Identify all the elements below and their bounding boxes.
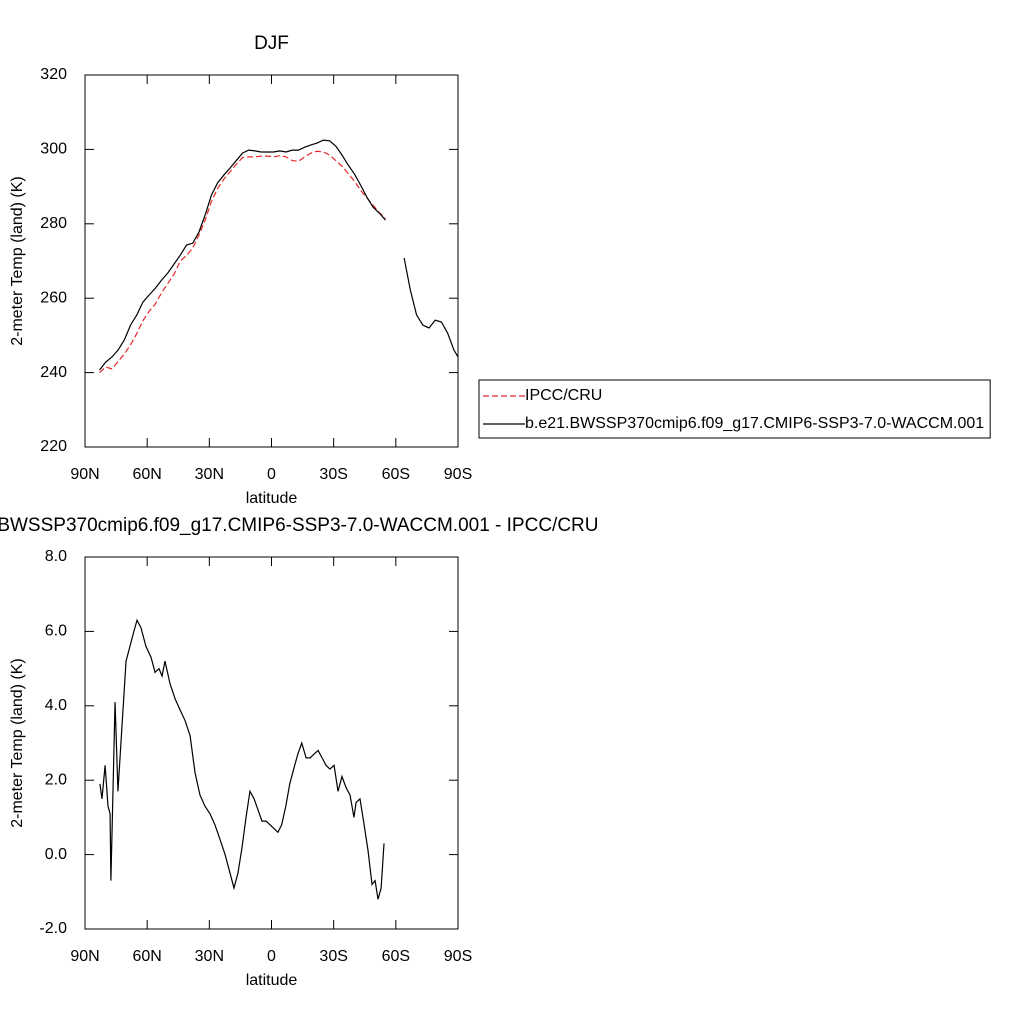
x-tick-label: 0: [267, 466, 276, 483]
y-tick-label: 4.0: [45, 697, 67, 714]
x-tick-label: 60N: [132, 466, 161, 483]
x-tick-label: 90N: [70, 948, 99, 965]
x-tick-label: 60S: [382, 948, 410, 965]
y-axis-label: 2-meter Temp (land) (K): [9, 176, 26, 346]
x-tick-label: 30N: [195, 466, 224, 483]
y-axis-label: 2-meter Temp (land) (K): [9, 658, 26, 828]
plot-frame: [84, 74, 459, 448]
x-axis-label: latitude: [246, 972, 298, 989]
x-tick-label: 60N: [132, 948, 161, 965]
y-tick-label: 280: [40, 215, 67, 232]
x-tick-label: 30S: [319, 948, 347, 965]
x-tick-label: 60S: [382, 466, 410, 483]
x-axis-label: latitude: [246, 490, 298, 507]
y-tick-label: 240: [40, 364, 67, 381]
x-tick-label: 30S: [319, 466, 347, 483]
legend-frame: [478, 379, 991, 439]
y-tick-label: -2.0: [39, 920, 67, 937]
data-line: [99, 618, 385, 900]
plot: DJF latitude 2-meter Temp (land) (K) 90N 60N…: [9, 33, 991, 507]
chart-title: DJF: [254, 33, 289, 54]
data-line: [99, 150, 386, 374]
legend-label: IPCC/CRU: [525, 387, 602, 404]
data-line: [99, 139, 386, 371]
y-tick-label: 220: [40, 438, 67, 455]
x-tick-label: 90N: [70, 466, 99, 483]
y-tick-label: 320: [40, 66, 67, 83]
legend-label: b.e21.BWSSP370cmip6.f09_g17.CMIP6-SSP3-7…: [525, 415, 984, 432]
chart-title: b.e21.BWSSP370cmip6.f09_g17.CMIP6-SSP3-7…: [0, 515, 599, 536]
data-line: [403, 257, 459, 358]
y-tick-label: 6.0: [45, 623, 67, 640]
y-tick-label: 260: [40, 289, 67, 306]
y-tick-label: 8.0: [45, 548, 67, 565]
x-tick-label: 90S: [444, 948, 472, 965]
plot: b.e21.BWSSP370cmip6.f09_g17.CMIP6-SSP3-7…: [0, 515, 599, 989]
y-tick-label: 2.0: [45, 771, 67, 788]
legend: IPCC/CRU b.e21.BWSSP370cmip6.f09_g17.CMIP…: [478, 379, 991, 439]
plot-frame: [84, 556, 459, 930]
x-tick-label: 0: [267, 948, 276, 965]
y-tick-label: 300: [40, 141, 67, 158]
x-tick-label: 90S: [444, 466, 472, 483]
y-tick-label: 0.0: [45, 846, 67, 863]
x-tick-label: 30N: [195, 948, 224, 965]
